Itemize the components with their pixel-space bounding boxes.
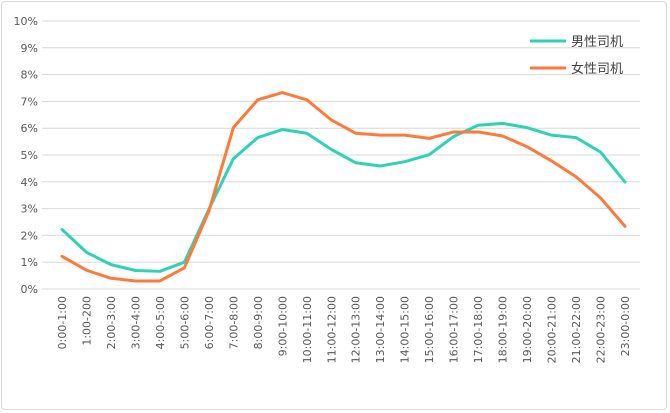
x-tick-label: 6:00-7:00: [203, 296, 216, 349]
y-tick-label: 10%: [14, 15, 38, 28]
y-tick-label: 4%: [21, 176, 38, 189]
x-tick-label: 18:00-19:00: [497, 296, 510, 363]
x-tick-label: 7:00-8:00: [227, 296, 240, 349]
x-tick-label: 10:00-11:00: [301, 296, 314, 363]
x-tick-label: 2:00-3:00: [105, 296, 118, 349]
y-tick-label: 0%: [21, 283, 38, 296]
x-tick-label: 11:00-12:00: [325, 296, 338, 363]
x-tick-label: 14:00-15:00: [399, 296, 412, 363]
x-tick-label: 8:00-9:00: [252, 296, 265, 349]
x-tick-label: 0:00-1:00: [56, 296, 69, 349]
x-tick-label: 16:00-17:00: [448, 296, 461, 363]
x-tick-label: 12:00-13:00: [350, 296, 363, 363]
y-tick-label: 8%: [21, 69, 38, 82]
y-tick-label: 3%: [21, 203, 38, 216]
x-tick-label: 17:00-18:00: [472, 296, 485, 363]
series-line-1: [60, 121, 627, 273]
x-tick-label: 22:00-23:00: [595, 296, 608, 363]
x-tick-label: 21:00-22:00: [570, 296, 583, 363]
x-tick-label: 5:00-6:00: [178, 296, 191, 349]
x-tick-label: 19:00-20:00: [521, 296, 534, 363]
x-tick-label: 4:00-5:00: [154, 296, 167, 349]
x-tick-label: 1:00-200: [80, 296, 93, 346]
legend-label: 男性司机: [571, 35, 623, 50]
x-tick-label: 13:00-14:00: [374, 296, 387, 363]
x-tick-label: 3:00-4:00: [129, 296, 142, 349]
x-tick-label: 9:00-10:00: [276, 296, 289, 356]
series-line-2: [60, 91, 627, 283]
x-tick-label: 15:00-16:00: [423, 296, 436, 363]
y-tick-label: 1%: [21, 256, 38, 269]
y-tick-label: 9%: [21, 42, 38, 55]
legend-label: 女性司机: [571, 61, 623, 77]
y-tick-label: 7%: [21, 95, 38, 108]
x-tick-label: 23:00-0:00: [619, 296, 632, 356]
x-tick-label: 20:00-21:00: [546, 296, 559, 363]
y-tick-label: 2%: [21, 229, 38, 242]
y-tick-label: 6%: [21, 122, 38, 135]
y-tick-label: 5%: [21, 149, 38, 162]
